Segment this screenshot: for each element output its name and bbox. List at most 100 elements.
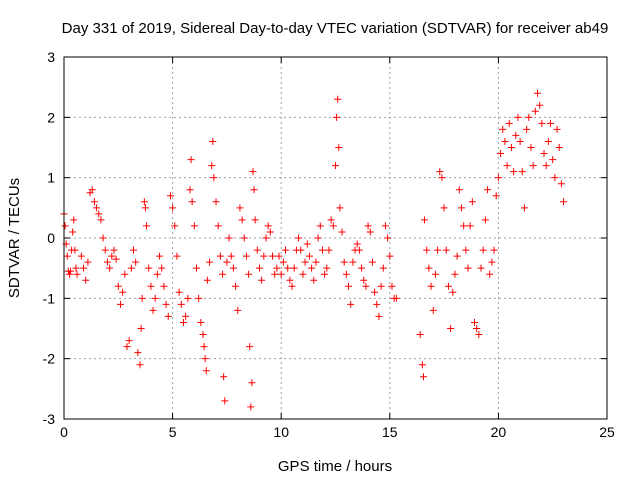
data-point xyxy=(421,216,429,224)
data-point xyxy=(544,137,552,145)
data-point xyxy=(248,379,256,387)
data-point xyxy=(505,119,513,127)
data-point xyxy=(560,198,568,206)
data-point xyxy=(112,255,120,263)
data-point xyxy=(97,216,105,224)
data-point xyxy=(229,264,237,272)
data-point xyxy=(416,331,424,339)
data-point xyxy=(451,270,459,278)
data-point xyxy=(305,252,313,260)
data-point xyxy=(210,174,218,182)
data-point xyxy=(460,222,468,230)
y-tick-label: -2 xyxy=(43,351,56,367)
data-point xyxy=(260,252,268,260)
data-point xyxy=(457,204,465,212)
data-point xyxy=(540,150,548,158)
data-point xyxy=(329,222,337,230)
data-point xyxy=(245,270,253,278)
data-point xyxy=(481,216,489,224)
data-point xyxy=(101,246,109,254)
data-point xyxy=(140,198,148,206)
data-point xyxy=(523,125,531,133)
data-point xyxy=(240,234,248,242)
data-point xyxy=(221,397,229,405)
y-tick-label: -1 xyxy=(43,290,56,306)
data-point xyxy=(70,216,78,224)
data-point xyxy=(114,282,122,290)
data-point xyxy=(153,270,161,278)
data-point xyxy=(334,95,342,103)
data-point xyxy=(335,144,343,151)
data-point xyxy=(429,306,437,314)
x-tick-label: 20 xyxy=(491,424,507,440)
data-point xyxy=(447,325,455,332)
data-point xyxy=(529,162,537,170)
data-point xyxy=(342,270,350,278)
data-point xyxy=(234,306,242,314)
data-point xyxy=(518,168,526,176)
data-point xyxy=(340,258,348,266)
data-point xyxy=(250,186,258,194)
data-point xyxy=(164,312,172,320)
data-point xyxy=(371,288,379,296)
data-point xyxy=(436,168,444,176)
data-point xyxy=(95,210,103,218)
data-point xyxy=(288,282,296,290)
data-point xyxy=(106,264,114,272)
data-point xyxy=(312,258,320,266)
data-point xyxy=(199,331,207,339)
data-point xyxy=(61,222,69,230)
data-point xyxy=(173,252,181,260)
data-point xyxy=(323,264,331,272)
data-point xyxy=(301,258,309,266)
data-point xyxy=(80,264,88,272)
data-point xyxy=(108,252,116,260)
data-point xyxy=(473,325,481,332)
y-axis-title: SDTVAR / TECUs xyxy=(6,178,23,298)
data-point xyxy=(438,174,446,182)
data-point xyxy=(290,264,298,272)
data-point xyxy=(182,312,190,320)
data-point xyxy=(201,355,209,363)
data-point xyxy=(336,204,344,212)
data-point xyxy=(536,101,544,109)
data-point xyxy=(440,204,448,212)
data-point xyxy=(497,150,505,158)
data-point xyxy=(77,252,85,260)
data-point xyxy=(453,252,461,260)
data-point xyxy=(90,198,98,206)
data-point xyxy=(297,246,305,254)
data-point xyxy=(338,228,346,236)
data-point xyxy=(138,294,146,302)
data-point xyxy=(149,306,157,314)
data-point xyxy=(547,119,555,127)
data-point xyxy=(379,264,387,272)
y-tick-label: -3 xyxy=(43,411,56,427)
data-point xyxy=(192,264,200,272)
data-point xyxy=(295,234,303,242)
data-point xyxy=(373,300,381,308)
data-point xyxy=(475,331,483,339)
data-point xyxy=(171,222,179,230)
data-point xyxy=(384,234,392,242)
data-point xyxy=(99,234,107,242)
data-point xyxy=(525,113,533,121)
data-point xyxy=(179,318,187,326)
chart-title: Day 331 of 2019, Sidereal Day-to-day VTE… xyxy=(62,20,609,37)
data-point xyxy=(386,252,394,260)
data-point xyxy=(69,228,77,236)
data-point xyxy=(160,282,168,290)
data-point xyxy=(236,204,244,212)
data-point xyxy=(477,264,485,272)
grid xyxy=(64,57,607,419)
data-point xyxy=(273,264,281,272)
data-point xyxy=(266,228,274,236)
data-point xyxy=(132,258,140,266)
x-tick-label: 5 xyxy=(169,424,177,440)
data-point xyxy=(486,270,494,278)
data-point xyxy=(184,294,192,302)
data-point xyxy=(549,156,557,164)
data-point xyxy=(366,228,374,236)
data-point xyxy=(209,137,217,145)
